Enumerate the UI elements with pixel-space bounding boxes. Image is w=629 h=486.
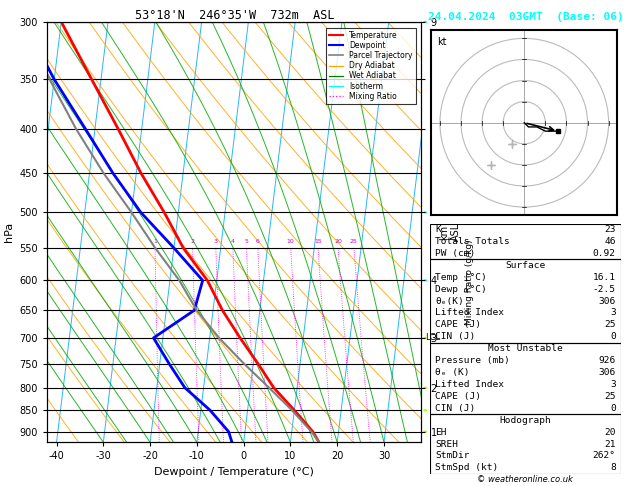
Text: 15: 15: [314, 239, 322, 244]
Text: 3: 3: [610, 309, 616, 317]
Text: K: K: [435, 225, 441, 234]
Text: 262°: 262°: [593, 451, 616, 460]
Text: 25: 25: [604, 392, 616, 401]
Text: Lifted Index: Lifted Index: [435, 380, 504, 389]
Text: 2: 2: [191, 239, 194, 244]
Text: PW (cm): PW (cm): [435, 249, 476, 258]
Text: 4: 4: [231, 239, 235, 244]
Text: 0: 0: [610, 332, 616, 341]
Text: Mixing Ratio (g/kg): Mixing Ratio (g/kg): [465, 240, 474, 325]
Text: 5: 5: [245, 239, 248, 244]
Text: 21: 21: [604, 439, 616, 449]
Text: Lifted Index: Lifted Index: [435, 309, 504, 317]
X-axis label: Dewpoint / Temperature (°C): Dewpoint / Temperature (°C): [154, 467, 314, 477]
Text: 23: 23: [604, 225, 616, 234]
Text: 20: 20: [604, 428, 616, 436]
Text: -2.5: -2.5: [593, 285, 616, 294]
Text: 306: 306: [598, 368, 616, 377]
Text: CIN (J): CIN (J): [435, 404, 476, 413]
Text: 3: 3: [610, 380, 616, 389]
Text: 20: 20: [334, 239, 342, 244]
Text: θₑ(K): θₑ(K): [435, 296, 464, 306]
Text: 3: 3: [214, 239, 218, 244]
Legend: Temperature, Dewpoint, Parcel Trajectory, Dry Adiabat, Wet Adiabat, Isotherm, Mi: Temperature, Dewpoint, Parcel Trajectory…: [326, 28, 416, 104]
Text: 8: 8: [610, 463, 616, 472]
Text: 25: 25: [604, 320, 616, 330]
Text: Surface: Surface: [506, 261, 545, 270]
Text: 0.92: 0.92: [593, 249, 616, 258]
Text: 6: 6: [256, 239, 260, 244]
Text: SREH: SREH: [435, 439, 459, 449]
Text: © weatheronline.co.uk: © weatheronline.co.uk: [477, 474, 573, 484]
Text: kt: kt: [437, 37, 447, 47]
Text: θₑ (K): θₑ (K): [435, 368, 470, 377]
Text: Temp (°C): Temp (°C): [435, 273, 487, 282]
Text: 1: 1: [153, 239, 157, 244]
Y-axis label: km
ASL: km ASL: [440, 223, 461, 241]
Text: LCL: LCL: [426, 333, 441, 343]
Text: 46: 46: [604, 237, 616, 246]
Text: 16.1: 16.1: [593, 273, 616, 282]
Title: 53°18'N  246°35'W  732m  ASL: 53°18'N 246°35'W 732m ASL: [135, 9, 334, 22]
Text: Hodograph: Hodograph: [499, 416, 552, 425]
Text: Pressure (mb): Pressure (mb): [435, 356, 510, 365]
Text: CAPE (J): CAPE (J): [435, 320, 481, 330]
Text: CAPE (J): CAPE (J): [435, 392, 481, 401]
Text: Totals Totals: Totals Totals: [435, 237, 510, 246]
Text: Dewp (°C): Dewp (°C): [435, 285, 487, 294]
Y-axis label: hPa: hPa: [4, 222, 14, 242]
Text: 24.04.2024  03GMT  (Base: 06): 24.04.2024 03GMT (Base: 06): [428, 12, 624, 22]
Text: 25: 25: [350, 239, 358, 244]
Text: StmSpd (kt): StmSpd (kt): [435, 463, 499, 472]
Text: 0: 0: [610, 404, 616, 413]
Text: 306: 306: [598, 296, 616, 306]
Text: CIN (J): CIN (J): [435, 332, 476, 341]
Text: 926: 926: [598, 356, 616, 365]
Text: 10: 10: [287, 239, 294, 244]
Text: Most Unstable: Most Unstable: [488, 344, 563, 353]
Text: StmDir: StmDir: [435, 451, 470, 460]
Text: EH: EH: [435, 428, 447, 436]
